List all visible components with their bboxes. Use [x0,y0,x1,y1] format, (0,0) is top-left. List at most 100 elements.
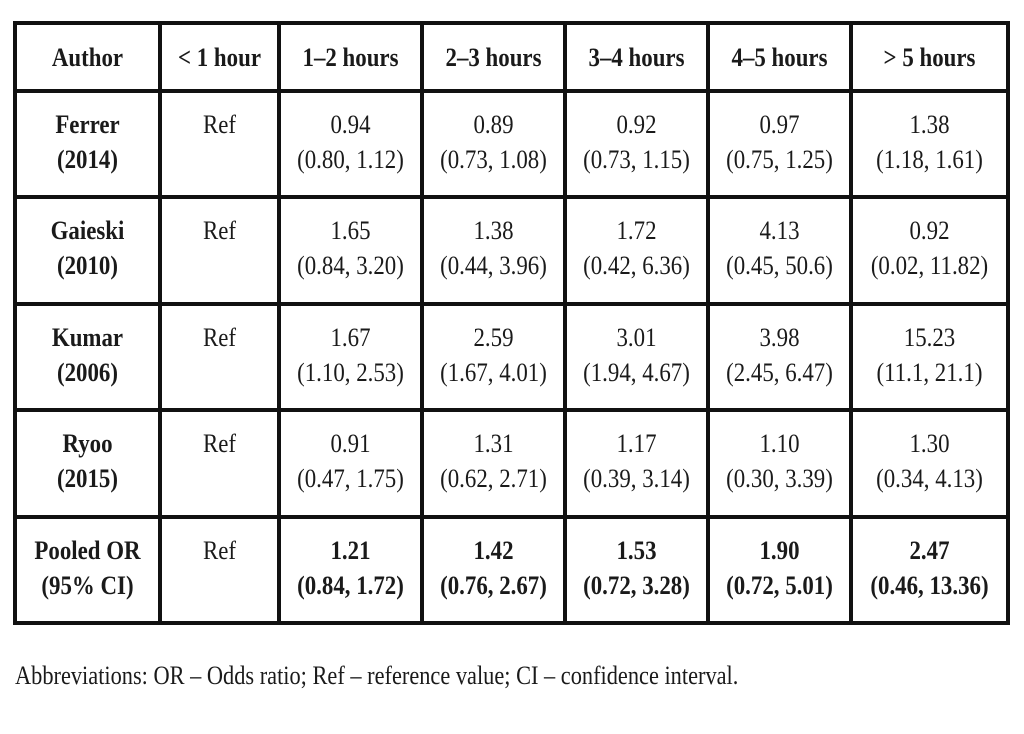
confidence-interval: (0.75, 1.25) [726,145,833,174]
header-under-1-hour: < 1 hour [165,21,274,93]
value-cell: 1.53 (0.72, 3.28) [571,514,702,626]
value-cell: 0.97 (0.75, 1.25) [714,88,845,200]
value-cell: 1.38 (1.18, 1.61) [858,88,1001,200]
odds-ratio: 1.17 [616,429,657,459]
confidence-interval: (0.72, 3.28) [583,570,690,600]
confidence-interval: (1.10, 2.53) [297,357,404,387]
value-cell: 1.30 (0.34, 4.13) [858,408,1001,519]
value-cell: 1.72 (0.42, 6.36) [571,195,702,306]
value-cell: 3.98 (2.45, 6.47) [714,301,845,413]
odds-ratio: 1.38 [909,110,950,139]
odds-ratio: 3.01 [616,322,657,352]
odds-ratio: 0.97 [759,110,800,139]
value-cell: 1.65 (0.84, 3.20) [285,195,416,306]
odds-ratio: 2.59 [473,322,514,352]
confidence-interval: (0.02, 11.82) [870,251,989,281]
odds-ratio: 0.92 [909,216,950,246]
value-cell: 0.91 (0.47, 1.75) [285,408,416,519]
pooled-ci-label: (95% CI) [41,570,134,600]
ref-cell: Ref [165,301,274,413]
value-cell: 1.17 (0.39, 3.14) [571,408,702,519]
value-cell: 1.90 (0.72, 5.01) [714,514,845,626]
value-cell: 4.13 (0.45, 50.6) [714,195,845,306]
confidence-interval: (0.42, 6.36) [583,251,690,281]
confidence-interval: (11.1, 21.1) [876,357,983,387]
author-name: Gaieski [50,216,125,246]
value-cell: 1.21 (0.84, 1.72) [285,514,416,626]
odds-ratio: 1.42 [473,535,514,565]
value-cell: 3.01 (1.94, 4.67) [571,301,702,413]
author-cell: Kumar (2006) [21,301,154,413]
abbreviations-footnote: Abbreviations: OR – Odds ratio; Ref – re… [15,661,739,690]
table-row: Gaieski (2010) Ref 1.65 (0.84, 3.20) 1.38… [15,195,1008,306]
author-cell: Gaieski (2010) [21,195,154,306]
value-cell: 2.59 (1.67, 4.01) [428,301,559,413]
confidence-interval: (0.76, 2.67) [440,570,547,600]
value-cell: 1.42 (0.76, 2.67) [428,514,559,626]
ref-cell: Ref [165,408,274,519]
header-author: Author [21,21,154,93]
author-year: (2014) [56,145,118,174]
odds-ratio: 1.21 [330,535,371,565]
ref-cell: Ref [165,88,274,200]
value-cell: 1.10 (0.30, 3.39) [714,408,845,519]
author-name: Ferrer [55,110,120,139]
author-name: Ryoo [62,429,113,459]
confidence-interval: (0.72, 5.01) [726,570,833,600]
confidence-interval: (0.80, 1.12) [297,145,404,174]
confidence-interval: (0.73, 1.15) [583,145,690,174]
odds-ratio: 0.89 [473,110,514,139]
odds-ratio: 3.98 [759,322,800,352]
value-cell: 0.89 (0.73, 1.08) [428,88,559,200]
header-4-5-hours: 4–5 hours [714,21,845,93]
confidence-interval: (0.84, 1.72) [297,570,404,600]
author-name: Kumar [51,322,124,352]
author-year: (2006) [56,357,118,387]
confidence-interval: (0.30, 3.39) [726,464,833,494]
author-cell: Ryoo (2015) [21,408,154,519]
value-cell: 1.67 (1.10, 2.53) [285,301,416,413]
pooled-label: Pooled OR [34,535,141,565]
odds-ratio: 1.10 [759,429,800,459]
value-cell: 1.38 (0.44, 3.96) [428,195,559,306]
confidence-interval: (0.46, 13.36) [870,570,989,600]
confidence-interval: (0.73, 1.08) [440,145,547,174]
confidence-interval: (0.47, 1.75) [297,464,404,494]
value-cell: 0.92 (0.02, 11.82) [858,195,1001,306]
confidence-interval: (1.94, 4.67) [583,357,690,387]
value-cell: 15.23 (11.1, 21.1) [858,301,1001,413]
header-1-2-hours: 1–2 hours [285,21,416,93]
confidence-interval: (2.45, 6.47) [726,357,833,387]
confidence-interval: (0.34, 4.13) [876,464,983,494]
confidence-interval: (0.45, 50.6) [726,251,833,281]
ref-cell: Ref [165,514,274,626]
value-cell: 0.94 (0.80, 1.12) [285,88,416,200]
confidence-interval: (1.18, 1.61) [876,145,983,174]
author-cell: Pooled OR (95% CI) [21,514,154,626]
odds-ratio: 1.53 [616,535,657,565]
confidence-interval: (1.67, 4.01) [440,357,547,387]
confidence-interval: (0.44, 3.96) [440,251,547,281]
odds-ratio: 1.67 [330,322,371,352]
odds-ratio: 15.23 [903,322,956,352]
odds-ratio: 4.13 [759,216,800,246]
odds-ratio: 1.31 [473,429,514,459]
odds-ratio: 1.38 [473,216,514,246]
odds-ratio: 0.94 [330,110,371,139]
header-over-5-hours: > 5 hours [858,21,1001,93]
ref-cell: Ref [165,195,274,306]
odds-ratio: 0.91 [330,429,371,459]
value-cell: 0.92 (0.73, 1.15) [571,88,702,200]
header-2-3-hours: 2–3 hours [428,21,559,93]
odds-ratio: 1.30 [909,429,950,459]
confidence-interval: (0.39, 3.14) [583,464,690,494]
author-year: (2010) [56,251,118,281]
odds-ratio: 1.65 [330,216,371,246]
table-row: Ferrer (2014) Ref 0.94 (0.80, 1.12) 0.89 (… [15,88,1008,200]
confidence-interval: (0.62, 2.71) [440,464,547,494]
table-row: Ryoo (2015) Ref 0.91 (0.47, 1.75) 1.31 (0.… [15,408,1008,519]
author-year: (2015) [56,464,118,494]
table-row: Kumar (2006) Ref 1.67 (1.10, 2.53) 2.59 (1… [15,301,1008,413]
odds-ratio: 2.47 [909,535,950,565]
